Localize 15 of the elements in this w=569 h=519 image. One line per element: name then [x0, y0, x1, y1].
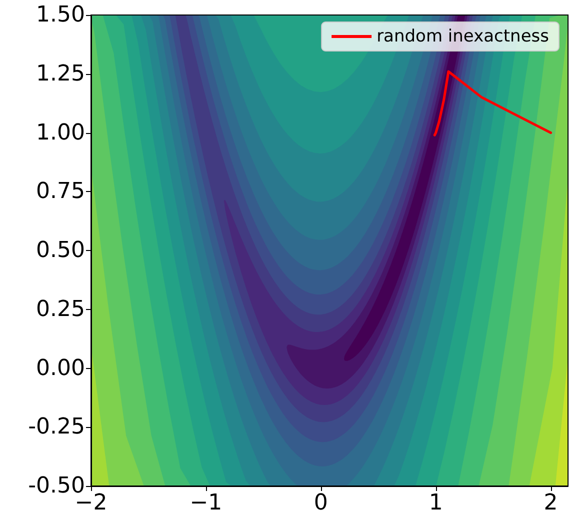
legend-label: random inexactness — [376, 26, 550, 46]
y-tick-label: 1.50 — [36, 2, 85, 28]
line-series — [433, 70, 552, 136]
x-tick-label: 0 — [314, 490, 328, 516]
y-tick-label: -0.50 — [28, 474, 85, 498]
y-tick-label: 1.25 — [36, 61, 85, 86]
y-tick-label: 0.00 — [36, 356, 85, 381]
y-tick-label: 0.50 — [36, 238, 85, 263]
y-tick-label: 0.75 — [36, 179, 85, 204]
x-tick-label: −1 — [190, 490, 222, 516]
x-tick-label: 2 — [544, 490, 558, 516]
x-tick-label: 1 — [428, 490, 443, 516]
y-tick-label: 0.25 — [36, 296, 85, 322]
y-tick-label: 1.00 — [36, 120, 85, 146]
y-tick-label: -0.25 — [28, 414, 85, 440]
